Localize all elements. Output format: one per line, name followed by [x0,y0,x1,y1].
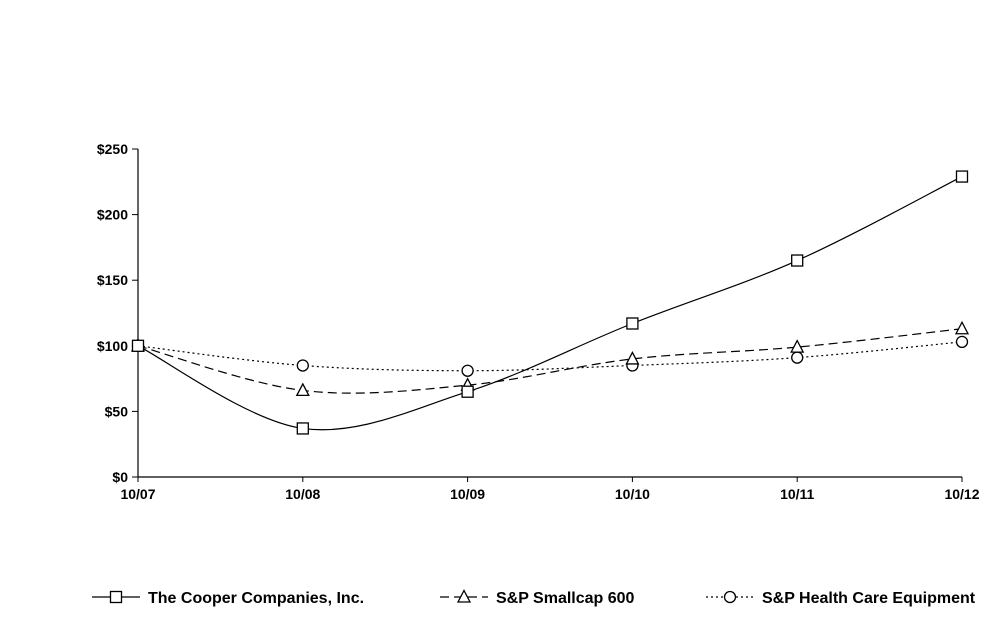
y-tick-label: $250 [97,141,128,157]
series-layer [130,170,970,435]
data-point-square [955,170,969,183]
data-point-triangle [295,382,310,397]
x-tick-label: 10/08 [285,486,320,502]
data-point-circle [955,335,969,349]
y-tick-label: $0 [112,469,128,485]
data-point-square [791,254,804,267]
legend-label: S&P Smallcap 600 [496,590,635,607]
y-tick-label: $50 [105,403,129,419]
legend-item: S&P Health Care Equipment [706,590,976,607]
data-point-triangle [954,320,970,335]
legend-marker-triangle [456,589,472,603]
x-tick-label: 10/10 [615,486,650,502]
data-point-triangle [790,339,805,353]
series-line-triangle [137,328,963,394]
legend: The Cooper Companies, Inc. S&P Smallcap 6… [92,589,976,607]
series-line-circle [137,341,963,372]
data-point-circle [296,359,309,372]
x-tick-label: 10/07 [120,486,155,502]
x-tick-label: 10/11 [780,486,814,502]
x-tick-label: 10/12 [944,486,979,502]
data-point-square [131,339,145,352]
legend-marker-circle [723,590,737,604]
y-tick-label: $150 [97,272,128,288]
data-point-triangle [625,351,640,365]
y-tick-label: $100 [97,338,128,354]
data-point-circle [461,364,474,377]
legend-marker-square [109,590,123,604]
legend-item: The Cooper Companies, Inc. [92,590,364,607]
legend-label: S&P Health Care Equipment [762,590,976,607]
data-point-square [461,385,474,398]
axes: $0 $50 $100 $150 $200 $250 10/07 10/08 10/09 10/1… [97,141,980,502]
data-point-square [626,317,639,330]
series-line-square [137,176,963,431]
legend-label: The Cooper Companies, Inc. [148,590,364,607]
legend-item: S&P Smallcap 600 [440,589,635,607]
data-point-circle [791,351,804,364]
y-tick-label: $200 [97,207,128,223]
x-tick-label: 10/09 [450,486,485,502]
data-point-square [296,422,309,435]
